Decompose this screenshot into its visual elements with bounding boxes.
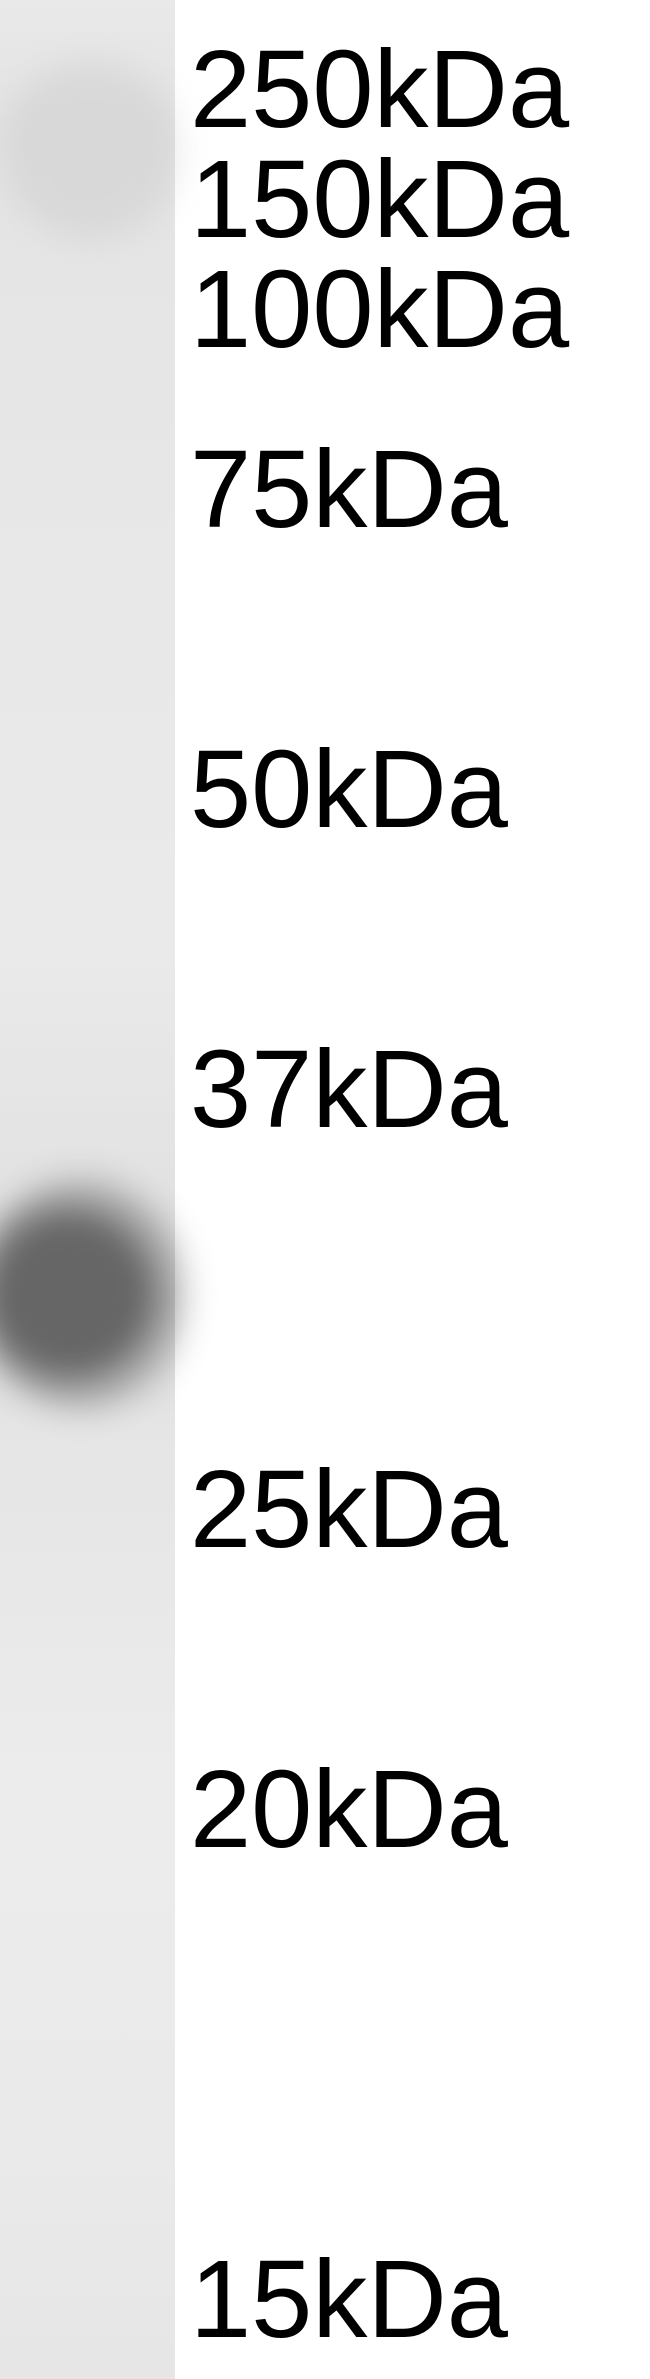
- mw-label: 75kDa: [190, 435, 508, 545]
- western-blot-figure: 250kDa150kDa100kDa 75kDa 50kDa 37kDa 25kDa 20…: [0, 0, 650, 2379]
- mw-label: 150kDa: [190, 145, 569, 255]
- mw-label: 20kDa: [190, 1755, 508, 1865]
- mw-label: 250kDa: [190, 35, 569, 145]
- mw-label: 15kDa: [190, 2245, 508, 2355]
- mw-label: 100kDa: [190, 255, 569, 365]
- mw-label: 25kDa: [190, 1455, 508, 1565]
- mw-label: 37kDa: [190, 1035, 508, 1145]
- faint-upper-smudge: [0, 60, 180, 240]
- blot-lane: [0, 0, 175, 2379]
- mw-label: 50kDa: [190, 735, 508, 845]
- main-band-halo: [0, 1179, 185, 1409]
